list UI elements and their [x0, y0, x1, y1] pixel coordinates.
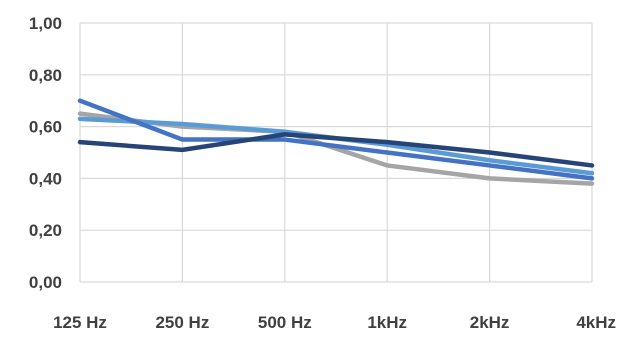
y-tick-label: 0,40: [29, 169, 62, 188]
series-line-4: [77, 132, 595, 168]
y-tick-label: 1,00: [29, 14, 62, 33]
y-tick-label: 0,60: [29, 118, 62, 137]
x-tick-label: 1kHz: [367, 313, 407, 332]
series-line-3: [77, 98, 595, 181]
x-tick-label: 125 Hz: [53, 313, 107, 332]
x-tick-label: 2kHz: [470, 313, 510, 332]
series-layer: [77, 98, 595, 186]
y-axis-tick-labels: 0,00 0,20 0,40 0,60 0,80 1,00: [29, 14, 62, 292]
y-tick-label: 0,20: [29, 221, 62, 240]
y-tick-label: 0,80: [29, 66, 62, 85]
x-axis-tick-labels: 125 Hz 250 Hz 500 Hz 1kHz 2kHz 4kHz: [53, 313, 616, 332]
x-tick-label: 250 Hz: [155, 313, 209, 332]
x-tick-label: 4kHz: [576, 313, 616, 332]
grid-layer: [79, 22, 593, 283]
y-tick-label: 0,00: [29, 273, 62, 292]
x-tick-label: 500 Hz: [258, 313, 312, 332]
